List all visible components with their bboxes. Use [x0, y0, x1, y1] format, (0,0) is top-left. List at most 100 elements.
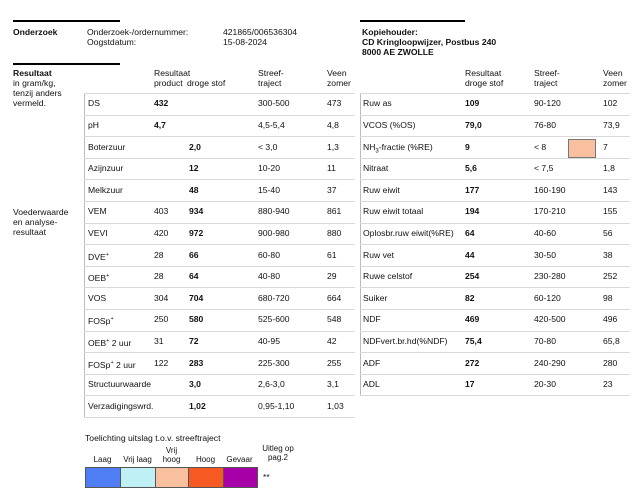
- row-product-value: 4,7: [154, 119, 166, 130]
- row-label: VOS: [88, 292, 107, 303]
- row-streef-value: 240-290: [534, 357, 566, 368]
- left-header-streef-1: Streef-: [258, 68, 284, 78]
- row-label: ADF: [363, 357, 381, 368]
- legend-swatch: [155, 467, 190, 488]
- row-separator: [360, 201, 630, 202]
- row-veen-value: 548: [327, 314, 342, 325]
- row-ds-value: 12: [189, 163, 199, 174]
- row-ds-value: 972: [189, 227, 204, 238]
- row-separator: [360, 395, 630, 397]
- row-streef-value: 30-50: [534, 249, 556, 260]
- row-ds-value: 194: [465, 206, 480, 217]
- row-label: Azijnzuur: [88, 163, 124, 174]
- left-table-divider: [84, 93, 85, 417]
- row-separator: [84, 417, 355, 418]
- row-veen-value: 255: [327, 357, 342, 368]
- result-desc-1: in gram/kg,: [13, 78, 56, 88]
- row-ds-value: 704: [189, 292, 204, 303]
- order-label: Onderzoek-/ordernummer:: [87, 27, 189, 37]
- row-separator: [360, 136, 630, 138]
- row-label: ADL: [363, 379, 380, 390]
- row-label: NH3-fractie (%RE): [363, 141, 433, 155]
- row-streef-value: 900-980: [258, 227, 290, 238]
- row-label: Verzadigingswrd.: [88, 400, 154, 411]
- result-desc-3: vermeld.: [13, 98, 46, 108]
- row-streef-value: 70-80: [534, 335, 556, 346]
- row-separator: [84, 352, 355, 354]
- row-veen-value: 143: [603, 184, 618, 195]
- row-veen-value: 37: [327, 184, 337, 195]
- row-streef-value: < 3,0: [258, 141, 278, 152]
- row-streef-value: 60-80: [258, 249, 280, 260]
- row-ds-value: 177: [465, 184, 480, 195]
- row-label: Suiker: [363, 292, 388, 303]
- left-header-product-2: product: [154, 78, 183, 88]
- right-header-ds-1: Resultaat: [465, 68, 502, 78]
- row-streef-value: 60-120: [534, 292, 561, 303]
- row-product-value: 28: [154, 249, 164, 260]
- row-separator: [84, 114, 355, 116]
- row-ds-value: 254: [465, 271, 480, 282]
- row-veen-value: 23: [603, 379, 613, 390]
- row-ds-value: 9: [465, 141, 470, 152]
- legend-label: Gevaar: [220, 444, 259, 464]
- top-rule-right: [360, 20, 465, 22]
- row-separator: [360, 373, 630, 375]
- row-separator: [360, 244, 630, 246]
- row-veen-value: 38: [603, 249, 613, 260]
- row-separator: [84, 201, 355, 202]
- row-product-value: 28: [154, 271, 164, 282]
- row-separator: [84, 395, 355, 397]
- row-ds-value: 109: [465, 98, 480, 109]
- row-ds-value: 580: [189, 314, 204, 325]
- row-ds-value: 1,02: [189, 400, 206, 411]
- row-separator: [360, 309, 630, 310]
- row-label: VEM: [88, 206, 107, 217]
- row-label: NDF: [363, 314, 381, 325]
- row-label: DVE+: [88, 251, 109, 262]
- row-veen-value: 42: [327, 335, 337, 346]
- legend-extra-label: Uitleg op pag.2: [256, 444, 300, 462]
- row-streef-value: 40-80: [258, 271, 280, 282]
- row-separator: [84, 373, 355, 375]
- row-veen-value: 11: [327, 163, 336, 174]
- status-flag-vrij-hoog: [568, 139, 596, 158]
- row-separator: [84, 309, 355, 310]
- left-header-product-1: Resultaat: [154, 68, 191, 78]
- row-label: VCOS (%OS): [363, 119, 416, 130]
- row-label: VEVI: [88, 227, 108, 238]
- legend-extra-text: Uitleg op pag.2: [262, 444, 294, 462]
- right-header-ds-2: droge stof: [465, 78, 504, 88]
- legend-label: Laag: [82, 444, 123, 464]
- legend-label-text: Gevaar: [226, 455, 253, 464]
- row-veen-value: 155: [603, 206, 618, 217]
- row-separator: [360, 352, 630, 354]
- row-label: OEB+ 2 uur: [88, 337, 132, 348]
- row-streef-value: < 8: [534, 141, 547, 152]
- section-label: Onderzoek: [13, 27, 58, 37]
- row-veen-value: 4,8: [327, 119, 339, 130]
- row-separator: [84, 136, 355, 138]
- top-rule-left: [13, 20, 120, 22]
- row-ds-value: 2,0: [189, 141, 201, 152]
- row-veen-value: 496: [603, 314, 618, 325]
- left-header-veen-2: zomer: [327, 78, 351, 88]
- feed-desc-1: Voederwaarde: [13, 207, 69, 217]
- row-separator: [360, 265, 630, 267]
- row-streef-value: 40-60: [534, 227, 556, 238]
- row-ds-value: 5,6: [465, 163, 477, 174]
- row-veen-value: 473: [327, 98, 342, 109]
- row-veen-value: 56: [603, 227, 613, 238]
- row-product-value: 403: [154, 206, 169, 217]
- row-streef-value: 300-500: [258, 98, 290, 109]
- row-product-value: 250: [154, 314, 169, 325]
- date-label: Oogstdatum:: [87, 37, 137, 47]
- row-separator: [84, 93, 355, 94]
- row-veen-value: 1,3: [327, 141, 339, 152]
- legend-extra-mark: **: [263, 472, 270, 482]
- copy-holder-line2: 8000 AE ZWOLLE: [362, 47, 434, 57]
- row-product-value: 420: [154, 227, 169, 238]
- result-desc-2: tenzij anders: [13, 88, 62, 98]
- row-label: Nitraat: [363, 163, 389, 174]
- row-veen-value: 1,03: [327, 400, 344, 411]
